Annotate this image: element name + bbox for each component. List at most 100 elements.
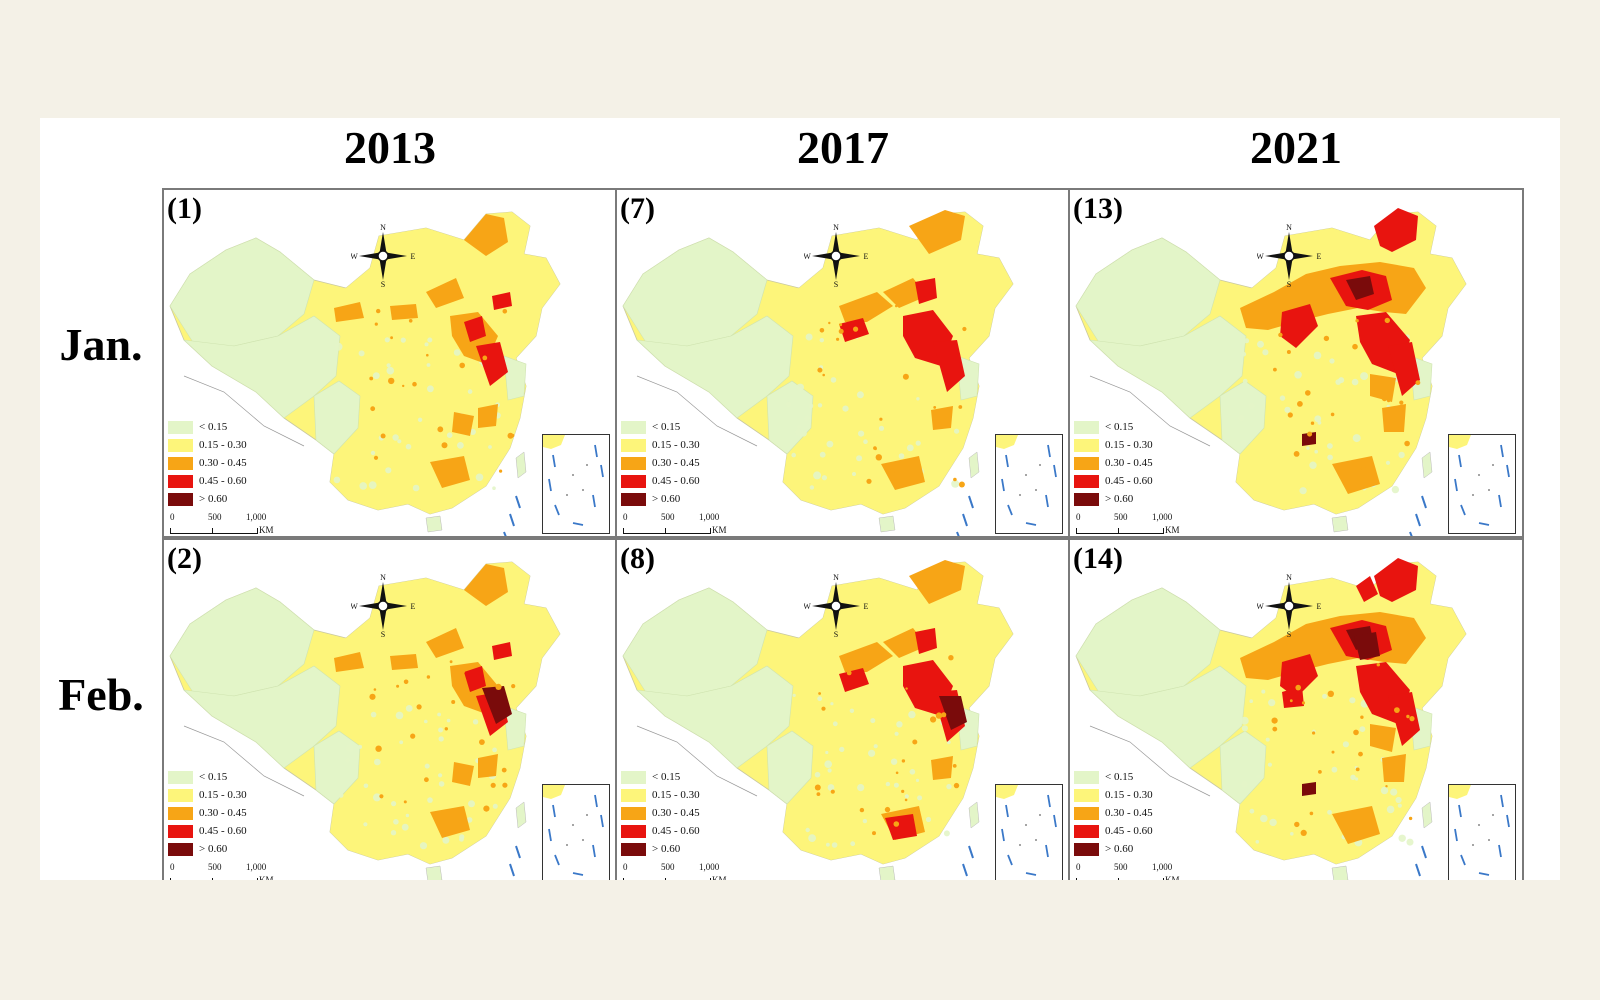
region-speckle (1327, 809, 1332, 815)
region-speckle (814, 784, 821, 791)
region-low (503, 355, 527, 401)
region-speckle (1255, 840, 1260, 844)
region-speckle (796, 425, 801, 429)
region-speckle (1322, 693, 1328, 699)
compass-s-label: S (1287, 630, 1291, 638)
region-speckle (839, 746, 845, 752)
region-speckle (904, 794, 909, 799)
scale-tick-label: 0 (170, 512, 175, 522)
region-speckle (1385, 785, 1388, 788)
compass-s-label: S (1287, 280, 1291, 288)
legend-label: 0.30 - 0.45 (1105, 457, 1153, 469)
island-taiwan (968, 451, 980, 479)
choropleth-map (169, 211, 561, 536)
region-speckle (416, 704, 422, 710)
boundary-line (636, 725, 758, 797)
island-hainan (1331, 515, 1349, 533)
region-speckle (370, 711, 377, 718)
region-speckle (424, 777, 429, 783)
legend-label: 0.45 - 0.60 (652, 475, 700, 487)
legend-swatch (168, 492, 193, 506)
region-speckle (384, 337, 390, 343)
region-speckle (827, 768, 832, 773)
region-speckle (424, 719, 428, 724)
legend-swatch (168, 842, 193, 856)
region-speckle (1406, 838, 1414, 846)
scale-tick-label: 500 (661, 512, 675, 522)
legend-label: > 0.60 (1105, 493, 1134, 505)
region-speckle (1360, 715, 1364, 719)
region-hotspot (464, 564, 508, 606)
choropleth-map (622, 210, 1014, 536)
inset-dash-line (1005, 804, 1009, 818)
legend-swatch (1074, 456, 1099, 470)
region-speckle (388, 377, 395, 385)
region-speckle (795, 428, 803, 436)
region-speckle (1314, 415, 1322, 423)
region-low (313, 380, 361, 455)
compass-n-label: N (833, 574, 839, 582)
compass-rose: N S E W (350, 573, 415, 639)
choropleth-map (1075, 558, 1467, 880)
region-speckle (1293, 451, 1300, 457)
legend-entry: > 0.60 (1074, 490, 1194, 508)
map-panel: (2) N S E W < 0.15 0.15 - 0.30 0.30 - 0.45 0.45 … (162, 538, 618, 880)
region-speckle (502, 782, 508, 788)
region-speckle (408, 319, 413, 323)
legend-swatch (1074, 770, 1099, 784)
region-speckle (427, 385, 434, 393)
scale-mid-tick (665, 528, 666, 534)
inset-map (995, 434, 1063, 534)
legend-entry: < 0.15 (168, 418, 288, 436)
region-speckle (893, 782, 899, 788)
region-speckle (830, 789, 835, 794)
region-low (636, 315, 794, 419)
inset-island (1488, 839, 1490, 841)
scale-tick-label: 1,000 (1152, 512, 1173, 522)
region-speckle (1305, 390, 1311, 396)
inset-island (1472, 494, 1474, 496)
region-hotspot (1374, 208, 1418, 252)
region-speckle (501, 767, 507, 773)
legend-label: < 0.15 (1105, 771, 1134, 783)
scale-tick-label: 500 (208, 862, 222, 872)
region-speckle (1351, 378, 1359, 386)
compass-rose: N S E W (803, 223, 868, 289)
region-hotspot (1282, 686, 1304, 708)
region-speckle (894, 731, 899, 736)
legend-label: 0.30 - 0.45 (652, 457, 700, 469)
region-speckle (1294, 821, 1300, 828)
region-speckle (915, 778, 920, 782)
region-speckle (785, 401, 792, 407)
region-hotspot (1354, 632, 1380, 660)
column-title: 2021 (1250, 122, 1342, 173)
region-speckle (935, 712, 943, 719)
region-speckle (791, 452, 796, 458)
region-speckle (1380, 786, 1389, 795)
inset-dash-line (1498, 494, 1502, 508)
boundary-line (636, 375, 758, 447)
region-speckle (857, 784, 865, 792)
inset-island (1478, 474, 1480, 476)
row-label: Jan. (59, 319, 143, 370)
region-hotspot (492, 642, 512, 660)
inset-island (1019, 494, 1021, 496)
region-speckle (345, 758, 350, 763)
region-hotspot (839, 668, 869, 692)
region-speckle (1385, 460, 1391, 465)
region-speckle (475, 473, 484, 482)
legend-entry: 0.30 - 0.45 (168, 804, 288, 822)
region-speckle (1269, 818, 1277, 827)
region-hotspot (478, 404, 498, 428)
choropleth-map (1075, 208, 1467, 536)
region-speckle (901, 789, 905, 793)
region-speckle (872, 831, 876, 836)
region-speckle (393, 819, 399, 825)
region-speckle (1327, 443, 1333, 449)
scale-tick-label: 1,000 (246, 512, 267, 522)
map-panel: (1) N S E W < 0.15 0.15 - 0.30 0.30 - 0.45 0.45 … (162, 188, 618, 538)
region-speckle (1397, 803, 1402, 808)
region-speckle (889, 468, 895, 474)
region-speckle (948, 655, 954, 661)
region-speckle (849, 708, 855, 713)
